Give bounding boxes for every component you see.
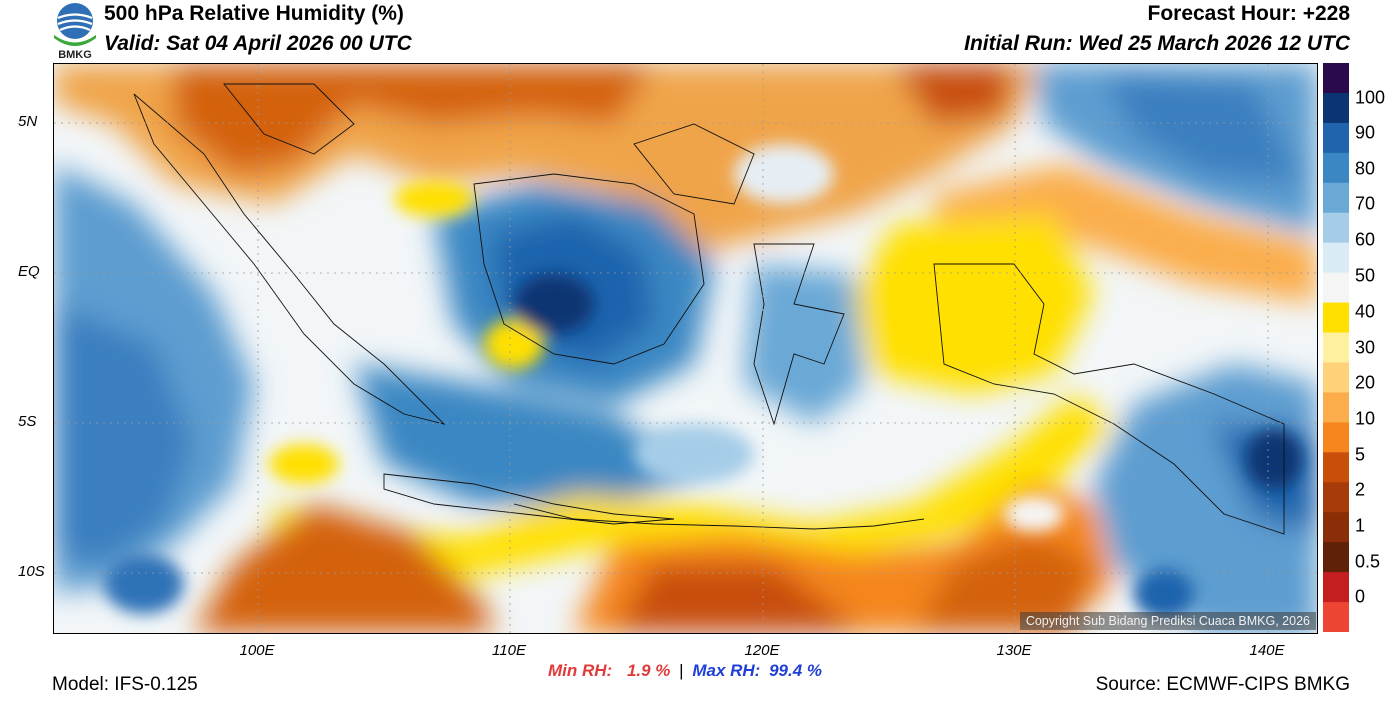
valid-time: Valid: Sat 04 April 2026 00 UTC: [104, 32, 412, 55]
colorbar-label: 0: [1355, 586, 1366, 607]
colorbar-segment: [1323, 602, 1349, 632]
colorbar-label: 80: [1355, 158, 1376, 179]
max-rh-value: 99.4 %: [769, 661, 823, 680]
colorbar-segment: [1323, 272, 1349, 304]
colorbar-segment: [1323, 212, 1349, 244]
graticule: [54, 64, 1317, 633]
initial-run: Initial Run: Wed 25 March 2026 12 UTC: [964, 32, 1350, 55]
colorbar-segment: [1323, 542, 1349, 573]
colorbar-segment: [1323, 242, 1349, 274]
colorbar-segment: [1323, 362, 1349, 394]
colorbar-segment: [1323, 392, 1349, 423]
colorbar-label: 2: [1355, 479, 1366, 500]
colorbar-label: 20: [1355, 372, 1376, 393]
lat-label-eq: EQ: [18, 263, 40, 280]
logo-text: BMKG: [58, 49, 92, 60]
colorbar-label: 5: [1355, 444, 1366, 465]
colorbar-label: 40: [1355, 301, 1376, 322]
colorbar: [1323, 63, 1349, 632]
lat-label-5n: 5N: [18, 113, 38, 130]
lat-label-10s: 10S: [18, 563, 45, 580]
colorbar-segment: [1323, 302, 1349, 334]
colorbar-segment: [1323, 422, 1349, 453]
colorbar-segment: [1323, 122, 1349, 154]
colorbar-segment: [1323, 63, 1349, 94]
model-info: Model: IFS-0.125: [52, 674, 198, 695]
colorbar-label: 90: [1355, 122, 1376, 143]
colorbar-label: 70: [1355, 193, 1376, 214]
colorbar-segment: [1323, 152, 1349, 184]
stats-separator: |: [679, 661, 684, 680]
colorbar-segment: [1323, 452, 1349, 483]
rh-stats: Min RH: 1.9 % | Max RH: 99.4 %: [548, 661, 822, 681]
lon-label-100e: 100E: [239, 642, 275, 659]
lon-label-130e: 130E: [996, 642, 1032, 659]
lon-label-120e: 120E: [744, 642, 780, 659]
colorbar-label: 10: [1355, 408, 1376, 429]
source-info: Source: ECMWF-CIPS BMKG: [1095, 674, 1350, 695]
min-rh-label: Min RH:: [548, 661, 613, 680]
colorbar-label: 1: [1355, 515, 1366, 536]
forecast-hour: Forecast Hour: +228: [1147, 2, 1351, 25]
humidity-map: [53, 63, 1318, 634]
map-title: 500 hPa Relative Humidity (%): [104, 2, 404, 25]
humidity-detail: [104, 144, 1302, 619]
colorbar-segment: [1323, 482, 1349, 513]
colorbar-label: 30: [1355, 337, 1376, 358]
colorbar-segment: [1323, 332, 1349, 364]
lon-label-140e: 140E: [1249, 642, 1285, 659]
colorbar-label: 60: [1355, 229, 1376, 250]
colorbar-segment: [1323, 512, 1349, 543]
copyright-notice: Copyright Sub Bidang Prediksi Cuaca BMKG…: [1019, 612, 1316, 630]
lon-label-110e: 110E: [492, 642, 526, 659]
colorbar-label: 100: [1355, 87, 1386, 108]
coastlines: [133, 83, 1285, 535]
bmkg-logo: BMKG: [54, 3, 96, 60]
colorbar-segment: [1323, 572, 1349, 603]
colorbar-segment: [1323, 92, 1349, 124]
min-rh-value: 1.9 %: [626, 661, 671, 680]
lat-label-5s: 5S: [18, 413, 37, 430]
colorbar-label: 50: [1355, 265, 1376, 286]
max-rh-label: Max RH:: [692, 661, 761, 680]
colorbar-segment: [1323, 182, 1349, 214]
colorbar-label: 0.5: [1355, 551, 1381, 572]
